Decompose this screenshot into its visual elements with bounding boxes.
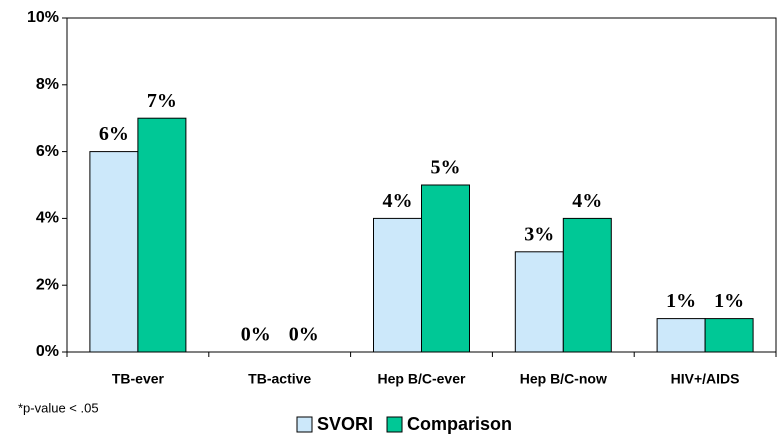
y-tick-label: 2% <box>36 276 59 293</box>
data-label: 3% <box>524 223 554 245</box>
x-tick-label: TB-ever <box>112 371 165 387</box>
data-label: 4% <box>572 190 602 212</box>
bar <box>562 217 612 353</box>
bar <box>656 318 706 353</box>
y-tick-label: 6% <box>36 143 59 160</box>
data-label: 1% <box>714 290 744 312</box>
bar <box>137 117 187 353</box>
y-tick-label: 0% <box>36 343 59 360</box>
data-label: 0% <box>289 324 319 346</box>
data-label: 0% <box>241 324 271 346</box>
data-label: 6% <box>99 123 129 145</box>
x-tick-label: Hep B/C-ever <box>378 371 466 387</box>
legend-label: Comparison <box>407 414 512 434</box>
legend-swatch <box>296 416 313 433</box>
legend-swatch <box>386 416 403 433</box>
y-tick-label: 10% <box>27 9 59 26</box>
legend-label: SVORI <box>317 414 373 434</box>
bar <box>514 251 564 353</box>
x-tick-label: Hep B/C-now <box>520 371 607 387</box>
x-tick-label: HIV+/AIDS <box>671 371 740 387</box>
data-label: 4% <box>383 190 413 212</box>
y-tick-label: 4% <box>36 210 59 227</box>
data-label: 1% <box>666 290 696 312</box>
bar <box>89 151 139 353</box>
y-tick-label: 8% <box>36 76 59 93</box>
footnote: *p-value < .05 <box>18 400 99 415</box>
data-label: 7% <box>147 90 177 112</box>
bar <box>373 217 422 353</box>
bar <box>421 184 470 353</box>
bar <box>704 318 754 353</box>
data-label: 5% <box>431 157 461 179</box>
x-tick-label: TB-active <box>248 371 311 387</box>
